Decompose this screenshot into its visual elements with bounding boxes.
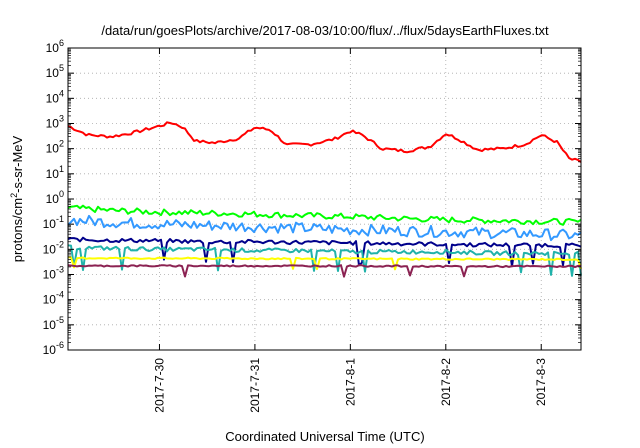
x-axis-label: Coordinated Universal Time (UTC) (225, 429, 424, 444)
x-tick-label: 2017-8-2 (439, 358, 453, 406)
y-tick-label: 104 (46, 88, 64, 105)
y-tick-label: 105 (46, 63, 64, 80)
y-tick-exp: 1 (59, 164, 64, 174)
series-line-1 (67, 121, 582, 163)
y-tick-exp: 4 (59, 88, 64, 98)
series-line-6 (67, 256, 582, 271)
y-tick-exp: -5 (56, 315, 64, 325)
y-tick-label: 103 (46, 114, 64, 131)
y-tick-base: 10 (43, 343, 57, 357)
y-tick-exp: 5 (59, 63, 64, 73)
y-tick-label: 10-1 (43, 214, 64, 231)
y-tick-base: 10 (46, 117, 60, 131)
x-tick-label: 2017-8-1 (343, 358, 357, 406)
y-tick-exp: -4 (56, 290, 64, 300)
y-tick-base: 10 (46, 41, 60, 55)
y-tick-base: 10 (43, 318, 57, 332)
y-tick-exp: -1 (56, 214, 64, 224)
y-tick-exp: -2 (56, 239, 64, 249)
y-axis-label: protons/cm2-s-sr-MeV (9, 135, 25, 262)
series-line-3 (67, 214, 582, 242)
x-tick-label: 2017-7-30 (152, 358, 166, 413)
grid (68, 48, 581, 350)
series-line-2 (67, 204, 582, 226)
y-tick-exp: -3 (56, 265, 64, 275)
y-tick-label: 10-6 (43, 340, 64, 357)
y-tick-base: 10 (46, 66, 60, 80)
y-tick-label: 10-4 (43, 290, 64, 307)
y-tick-label: 10-3 (43, 265, 64, 282)
y-tick-base: 10 (43, 242, 57, 256)
y-tick-base: 10 (43, 217, 57, 231)
series-line-4 (67, 236, 582, 268)
y-axis-label-part2: -s-sr-MeV (10, 135, 25, 192)
y-tick-base: 10 (43, 293, 57, 307)
y-tick-base: 10 (46, 91, 60, 105)
y-tick-label: 101 (46, 164, 64, 181)
series-layer (67, 121, 582, 278)
series-line-5 (67, 244, 582, 277)
y-tick-base: 10 (46, 192, 60, 206)
y-tick-label: 10-2 (43, 239, 64, 256)
y-tick-label: 100 (46, 189, 64, 206)
y-axis-label-sup: 2 (9, 193, 19, 198)
x-tick-label: 2017-7-31 (248, 358, 262, 413)
y-tick-label: 106 (46, 38, 64, 55)
y-tick-base: 10 (46, 167, 60, 181)
x-axis-ticks: 2017-7-30 2017-7-31 2017-8-1 2017-8-2 2017-8… (152, 48, 548, 413)
y-tick-label: 10-5 (43, 315, 64, 332)
y-tick-exp: 0 (59, 189, 64, 199)
y-axis-label-part1: protons/cm (10, 198, 25, 262)
y-tick-exp: 6 (59, 38, 64, 48)
y-tick-exp: -6 (56, 340, 64, 350)
chart-title: /data/run/goesPlots/archive/2017-08-03/1… (101, 23, 549, 38)
series-line-7 (67, 264, 581, 278)
y-tick-label: 102 (46, 139, 64, 156)
x-tick-label: 2017-8-3 (534, 358, 548, 406)
y-tick-base: 10 (46, 142, 60, 156)
y-tick-exp: 2 (59, 139, 64, 149)
y-tick-base: 10 (43, 268, 57, 282)
y-tick-exp: 3 (59, 114, 64, 124)
y-axis-ticks: 10-610-510-410-310-210-11001011021031041… (43, 38, 581, 357)
